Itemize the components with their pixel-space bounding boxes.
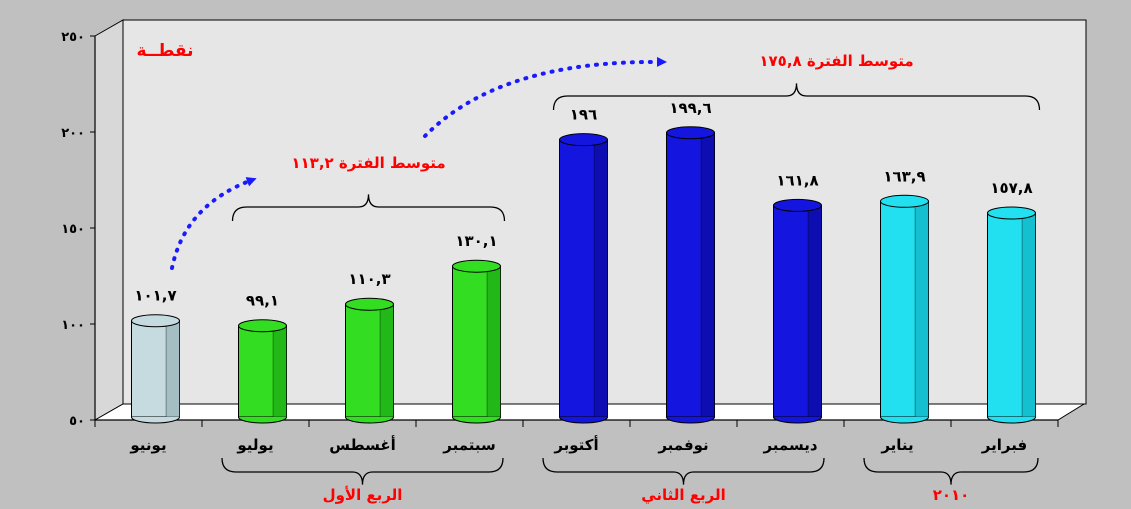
- bar-bottom-cap: [987, 416, 1036, 424]
- bar-shade: [1022, 213, 1036, 417]
- bar-bottom-cap: [452, 416, 501, 424]
- bar-shade: [487, 266, 501, 417]
- group-brace-0: [221, 457, 504, 485]
- bar-1: [238, 319, 287, 424]
- value-label-7: ١٦٣,٩: [883, 167, 925, 185]
- category-label-1: يوليو: [236, 436, 273, 454]
- y-tick-label: ١٥٠: [61, 222, 85, 237]
- category-label-2: أغسطس: [329, 435, 395, 454]
- value-label-0: ١٠١,٧: [134, 287, 176, 305]
- bar-shade: [701, 132, 715, 417]
- bar-bottom-cap: [773, 416, 822, 424]
- category-label-7: يناير: [880, 436, 913, 454]
- bar-shade: [166, 320, 180, 417]
- value-label-4: ١٩٦: [570, 106, 597, 124]
- bar-bottom-cap: [238, 416, 287, 424]
- group-label-0: الربع الأول: [323, 486, 403, 504]
- group-brace-1: [542, 457, 825, 485]
- bar-bottom-cap: [559, 416, 608, 424]
- bar-shade: [594, 139, 608, 417]
- y-tick-label: ١٠٠: [61, 318, 85, 333]
- category-label-4: أكتوبر: [553, 435, 598, 454]
- bar-bottom-cap: [880, 416, 929, 424]
- bar-4: [559, 133, 608, 424]
- bar-top-cap: [452, 259, 501, 273]
- bar-5: [666, 126, 715, 424]
- bar-top-cap: [559, 133, 608, 147]
- category-label-3: سبتمبر: [442, 436, 496, 454]
- annotation-label-1: متوسط الفترة ١٧٥,٨: [759, 52, 913, 70]
- category-label-6: ديسمبر: [762, 436, 817, 454]
- trend-arrow-1: [170, 177, 257, 270]
- value-label-6: ١٦١,٨: [776, 171, 818, 189]
- bar-bottom-cap: [666, 416, 715, 424]
- unit-label: نقطــة: [136, 41, 193, 61]
- bar-7: [880, 194, 929, 424]
- bar-shade: [380, 304, 394, 417]
- group-brace-2: [863, 457, 1039, 485]
- bar-top-cap: [131, 314, 180, 328]
- category-label-0: يونيو: [129, 436, 166, 454]
- value-label-5: ١٩٩,٦: [669, 99, 711, 117]
- side-wall: [94, 19, 124, 421]
- bar-bottom-cap: [131, 416, 180, 424]
- bar-top-cap: [345, 297, 394, 311]
- trend-arrow-2: [423, 56, 667, 138]
- bar-top-cap: [880, 194, 929, 208]
- group-label-1: الربع الثاني: [641, 486, 726, 504]
- annotation-brace-0: [231, 194, 506, 222]
- y-tick-label: ٥٠: [69, 414, 85, 429]
- bar-bottom-cap: [345, 416, 394, 424]
- annotation-label-0: متوسط الفترة ١١٣,٢: [291, 154, 445, 172]
- bar-top-cap: [773, 198, 822, 212]
- bar-2: [345, 297, 394, 424]
- bar-8: [987, 206, 1036, 424]
- category-label-5: نوفمبر: [657, 436, 708, 454]
- bar-6: [773, 198, 822, 424]
- category-label-8: فبراير: [981, 436, 1027, 454]
- value-label-3: ١٣٠,١: [455, 232, 497, 250]
- bar-top-cap: [238, 319, 287, 333]
- value-label-2: ١١٠,٣: [348, 270, 390, 288]
- bar-0: [131, 314, 180, 424]
- annotation-brace-1: [552, 83, 1041, 111]
- bar-top-cap: [987, 206, 1036, 220]
- value-label-8: ١٥٧,٨: [990, 179, 1032, 197]
- y-tick-label: ٢٥٠: [61, 30, 85, 45]
- bar-3: [452, 259, 501, 424]
- value-label-1: ٩٩,١: [246, 292, 279, 310]
- y-tick-label: ٢٠٠: [61, 126, 85, 141]
- bar-shade: [915, 201, 929, 417]
- bar-shade: [273, 325, 287, 417]
- bar-top-cap: [666, 126, 715, 140]
- bar-shade: [808, 205, 822, 417]
- group-label-2: ٢٠١٠: [933, 486, 970, 504]
